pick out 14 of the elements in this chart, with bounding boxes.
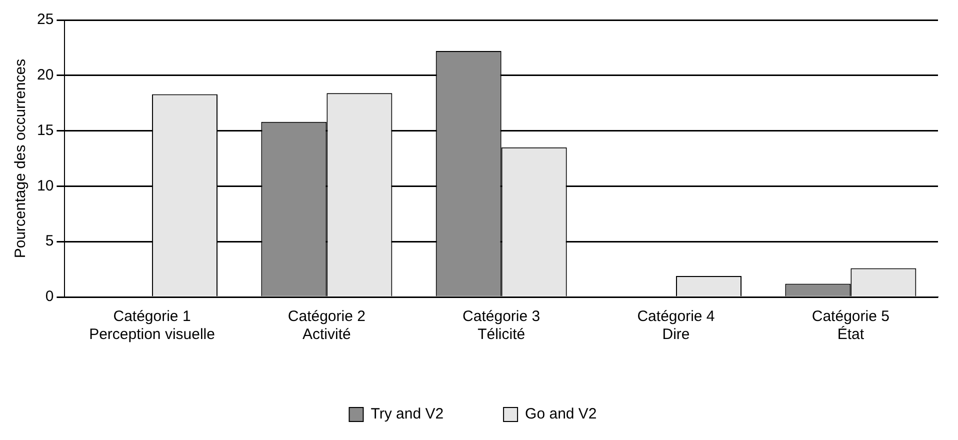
y-axis-title: Pourcentage des occurrences: [12, 58, 30, 258]
y-tick-label: 25: [36, 11, 54, 28]
x-tick-label: Catégorie 4 Dire: [637, 308, 715, 344]
x-tick-label: Catégorie 2 Activité: [288, 308, 366, 344]
x-tick-label: Catégorie 3 Télicité: [462, 308, 540, 344]
y-tick-label: 0: [45, 288, 54, 306]
y-tick-label: 20: [36, 66, 54, 84]
y-tick-label: 10: [36, 177, 54, 194]
x-tick-label: Catégorie 1 Perception visuelle: [89, 308, 215, 344]
x-tick-label: Catégorie 5 État: [812, 308, 890, 344]
legend-label: Try and V2: [370, 406, 444, 423]
y-tick-label: 15: [36, 122, 54, 139]
y-tick-label: 5: [45, 232, 54, 250]
legend-label: Go and V2: [525, 406, 597, 423]
